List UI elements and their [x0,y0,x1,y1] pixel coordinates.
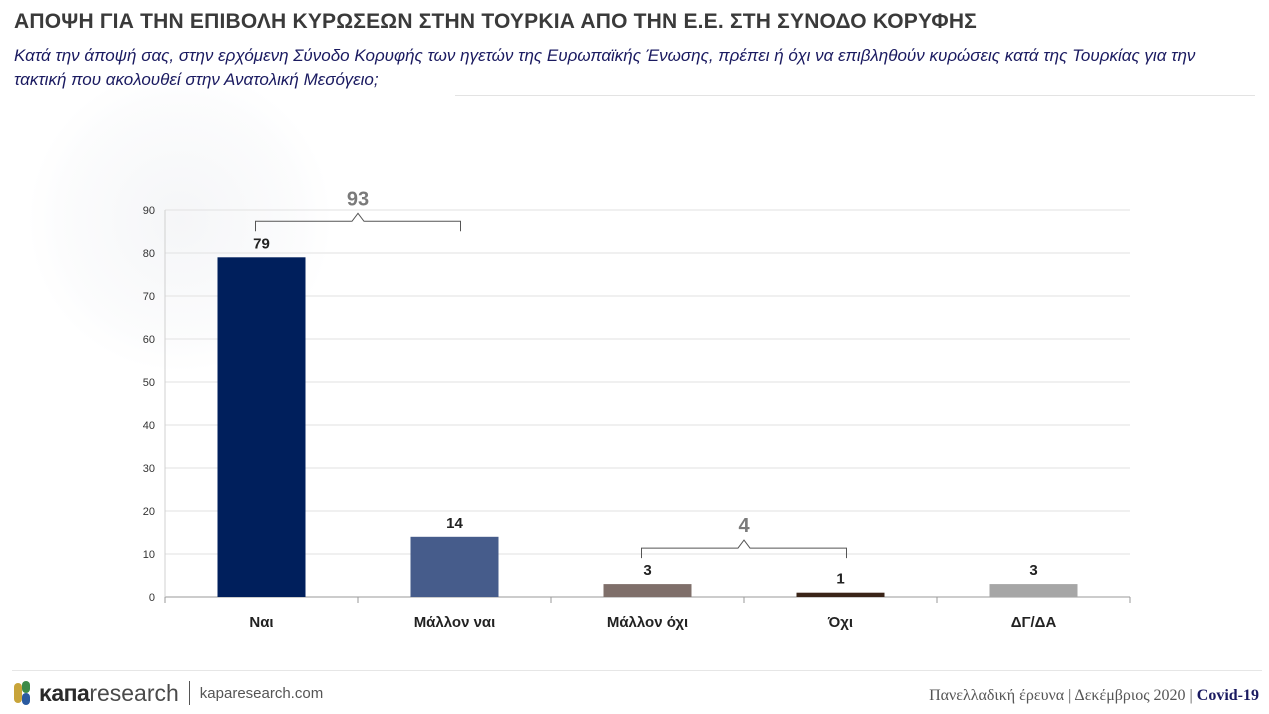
survey-info: Πανελλαδική έρευνα | Δεκέμβριος 2020 | C… [929,687,1259,705]
x-category-label: Όχι [827,614,853,631]
group-total-label: 4 [738,515,750,537]
bar [989,584,1078,597]
x-category-label: Μάλλον ναι [414,614,496,631]
bar [603,584,692,597]
bar [796,592,885,597]
group-brace [255,212,461,232]
y-tick-label: 70 [143,291,155,303]
y-tick-label: 50 [143,377,155,389]
bar-value-label: 3 [643,562,651,579]
y-tick-label: 60 [143,334,155,346]
x-category-label: ΔΓ/ΔΑ [1011,614,1057,631]
logo-brand-bold: κапа [39,679,90,706]
bar [217,257,306,597]
survey-label: Πανελλαδική έρευνα | Δεκέμβριος 2020 | [929,687,1197,704]
footer-divider [12,670,1262,671]
covid-tag: Covid-19 [1196,687,1259,704]
y-tick-label: 20 [143,506,155,518]
website-link[interactable]: kaparesearch.com [199,684,324,702]
y-tick-label: 80 [143,248,155,260]
bar-value-label: 79 [253,235,270,252]
question-text: Κατά την άποψή σας, στην ερχόμενη Σύνοδο… [14,46,1196,89]
logo-brand-light: research [89,679,179,706]
y-tick-label: 30 [143,463,155,475]
y-tick-label: 40 [143,420,155,432]
y-tick-label: 90 [143,205,155,217]
logo-separator [188,681,190,705]
page-title: ΑΠΟΨΗ ΓΙΑ ΤΗΝ ΕΠΙΒΟΛΗ ΚΥΡΩΣΕΩΝ ΣΤΗΝ ΤΟΥΡ… [14,10,977,33]
x-category-label: Μάλλον όχι [607,614,688,631]
group-total-label: 93 [347,188,369,210]
y-tick-label: 0 [149,592,155,604]
bar-value-label: 1 [836,571,844,588]
y-tick-label: 10 [143,549,155,561]
kapa-research-logo: κапа research kaparesearch.com [12,679,323,707]
bar-value-label: 3 [1029,562,1037,579]
bar-value-label: 14 [446,515,463,532]
header-divider [455,95,1255,96]
x-category-label: Ναι [249,614,273,631]
kapa-logo-icon [14,681,30,705]
group-brace [641,539,847,559]
bar [410,536,499,597]
